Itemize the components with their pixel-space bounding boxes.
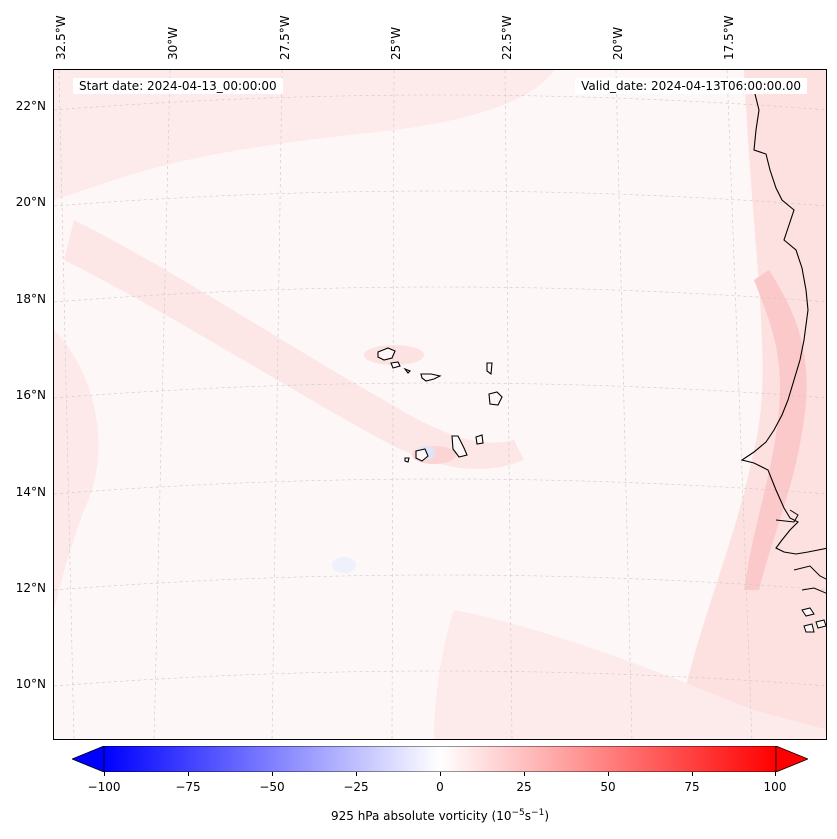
lat-label-12n: 12°N (15, 581, 46, 595)
lon-label-32-5w: 32.5°W (54, 15, 68, 60)
lon-label-27-5w: 27.5°W (278, 15, 292, 60)
colorbar (72, 746, 808, 772)
cb-tick-label: 75 (684, 780, 700, 794)
cb-tick-label: 25 (516, 780, 532, 794)
cb-tickmark (188, 772, 189, 776)
island-maio (475, 434, 484, 445)
colorbar-extend-min (72, 746, 105, 772)
islands (377, 347, 503, 463)
island-boa-vista (488, 391, 503, 406)
cb-tickmark (775, 772, 776, 776)
cb-tick-label: −50 (259, 780, 285, 794)
lon-label-25w: 25°W (389, 26, 403, 60)
island-santa-luzia (403, 367, 411, 374)
vorticity-negative-southwest (332, 557, 356, 573)
island-brava (404, 457, 410, 463)
graticule (54, 70, 826, 739)
cb-tick-label: −75 (175, 780, 201, 794)
lat-label-10n: 10°N (15, 677, 46, 691)
lat-label-16n: 16°N (15, 388, 46, 402)
vorticity-band-coast (744, 270, 807, 590)
vorticity-positive-islands-north (364, 345, 424, 365)
vorticity-band-north (54, 70, 554, 200)
colorbar-extend-max (775, 746, 808, 772)
cb-tickmark (104, 772, 105, 776)
lon-label-30w: 30°W (166, 26, 180, 60)
cb-tickmark (272, 772, 273, 776)
cb-tickmark (692, 772, 693, 776)
colorbar-gradient (103, 746, 777, 772)
map-panel[interactable]: Start date: 2024-04-13_00:00:00 Valid_da… (53, 69, 827, 740)
vorticity-band-east (674, 70, 826, 739)
vorticity-field (54, 70, 826, 739)
cb-tickmark (524, 772, 525, 776)
cb-tick-label: 50 (600, 780, 616, 794)
coast-guinea-bissau (793, 565, 826, 594)
vorticity-band-west (54, 330, 99, 610)
cb-tickmark (608, 772, 609, 776)
island-sao-vicente (390, 361, 401, 369)
cb-tick-label: −100 (87, 780, 121, 794)
cb-tick-label: −25 (343, 780, 369, 794)
island-sao-nicolau (420, 373, 442, 382)
lat-label-18n: 18°N (15, 292, 46, 306)
bissagos-islands (801, 607, 826, 633)
island-fogo (415, 448, 429, 462)
lat-label-14n: 14°N (15, 485, 46, 499)
lon-label-17-5w: 17.5°W (722, 15, 736, 60)
island-santiago (451, 435, 468, 458)
island-santo-antao (377, 347, 396, 361)
coast-inlet-gambia (775, 509, 799, 523)
african-coastline (740, 89, 826, 555)
cb-tickmark (356, 772, 357, 776)
start-date-label: Start date: 2024-04-13_00:00:00 (73, 78, 283, 94)
cb-tick-label: 100 (763, 780, 787, 794)
vorticity-map (54, 70, 826, 739)
island-sal (486, 362, 493, 376)
valid-date-label: Valid_date: 2024-04-13T06:00:00.00 (575, 78, 807, 94)
lat-label-22n: 22°N (15, 99, 46, 113)
lon-label-20w: 20°W (611, 26, 625, 60)
cb-tickmark (440, 772, 441, 776)
lat-label-20n: 20°N (15, 195, 46, 209)
vorticity-band-diagonal (64, 220, 524, 469)
colorbar-label: 925 hPa absolute vorticity (10−5s−1) (330, 808, 550, 823)
lon-label-22-5w: 22.5°W (500, 15, 514, 60)
cb-tick-label: 0 (436, 780, 444, 794)
